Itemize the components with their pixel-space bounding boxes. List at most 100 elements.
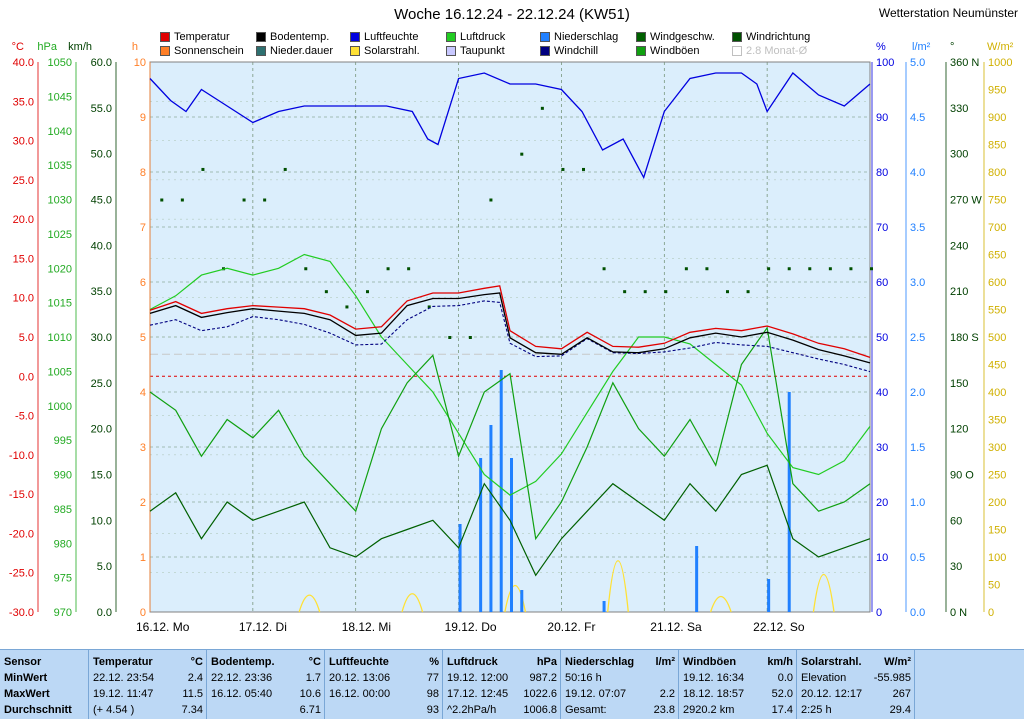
legend-label: Bodentemp. (270, 31, 330, 43)
table-cell: 267 (892, 688, 911, 700)
wind-direction-point (808, 267, 812, 271)
wind-direction-point (242, 198, 246, 202)
axis-tick-solar_wm2: 150 (988, 525, 1006, 537)
axis-unit-pressure_hpa: hPa (37, 41, 57, 53)
axis-tick-precip_lm2: 5.0 (910, 57, 925, 69)
axis-tick-temp_c: 5.0 (19, 332, 34, 344)
axis-tick-wind_kmh: 15.0 (91, 470, 112, 482)
table-cell: 22.12. 23:36 (211, 672, 273, 684)
axis-tick-humidity_pct: 80 (876, 167, 888, 179)
table-cell: 1006.8 (523, 704, 557, 716)
wind-direction-point (366, 290, 369, 294)
table-cell: 19.12. 16:34 (683, 672, 745, 684)
axis-tick-wind_kmh: 35.0 (91, 286, 112, 298)
summary-table: Sensor MinWert MaxWert Durchschnitt Temperat… (0, 649, 1024, 719)
table-row: 19.12. 07:07 2.2 (565, 688, 675, 704)
table-header: Solarstrahl. W/m² (801, 656, 911, 672)
axis-tick-solar_wm2: 800 (988, 167, 1006, 179)
axis-tick-solar_wm2: 750 (988, 195, 1006, 207)
axis-tick-hours_h: 0 (140, 607, 146, 619)
axis-unit-temp_c: °C (12, 41, 24, 53)
table-cell: Temperatur (93, 656, 153, 668)
axis-tick-solar_wm2: 600 (988, 277, 1006, 289)
table-row: 93 (329, 704, 439, 720)
axis-tick-humidity_pct: 10 (876, 552, 888, 564)
station-name: Wetterstation Neumünster (878, 6, 1018, 20)
axis-tick-wind_kmh: 10.0 (91, 515, 112, 527)
axis-tick-pressure_hpa: 1025 (48, 229, 72, 241)
axis-unit-solar_wm2: W/m² (987, 41, 1014, 53)
axis-tick-solar_wm2: 650 (988, 250, 1006, 262)
axis-tick-wind_kmh: 40.0 (91, 240, 112, 252)
precipitation-bar (458, 524, 462, 612)
axis-tick-wind_kmh: 30.0 (91, 332, 112, 344)
axis-tick-temp_c: -30.0 (9, 607, 34, 619)
axis-tick-humidity_pct: 50 (876, 332, 888, 344)
x-tick-label: 22.12. So (753, 620, 805, 634)
table-cell: 20.12. 12:17 (801, 688, 863, 700)
legend-label: Nieder.dauer (270, 45, 333, 57)
legend-item: Luftdruck (446, 31, 505, 43)
table-cell: 1.7 (305, 672, 321, 684)
table-cell: 98 (426, 688, 439, 700)
axis-tick-solar_wm2: 400 (988, 387, 1006, 399)
axis-tick-pressure_hpa: 1035 (48, 160, 72, 172)
wind-direction-point (643, 290, 647, 294)
table-cell: 23.8 (653, 704, 675, 716)
wind-direction-point (726, 290, 729, 294)
table-column: Niederschlag l/m² 50:16 h 19.12. 07:07 2.2 Ge… (560, 650, 679, 719)
precipitation-bar (489, 425, 493, 612)
axis-tick-solar_wm2: 550 (988, 305, 1006, 317)
table-cell: 2.2 (659, 688, 675, 700)
table-row: 6.71 (211, 704, 321, 720)
legend-label: Sonnenschein (174, 45, 244, 57)
x-tick-label: 20.12. Fr (547, 620, 595, 634)
table-cell: MinWert (4, 672, 48, 684)
series-line-windben (149, 326, 871, 541)
legend-swatch (160, 32, 170, 42)
wind-direction-point (684, 267, 688, 271)
table-header: Niederschlag l/m² (565, 656, 675, 672)
legend-item: Bodentemp. (256, 31, 329, 43)
legend-item: Nieder.dauer (256, 45, 333, 57)
x-tick-label: 21.12. Sa (650, 620, 702, 634)
wind-direction-point (787, 267, 791, 271)
axis-tick-temp_c: 20.0 (13, 214, 34, 226)
table-row-label: MaxWert (4, 688, 82, 704)
legend-label: Windböen (650, 45, 700, 57)
table-cell: Niederschlag (565, 656, 635, 668)
x-tick-label: 16.12. Mo (136, 620, 190, 634)
axis-tick-precip_lm2: 3.0 (910, 277, 925, 289)
legend-swatch (446, 46, 456, 56)
wind-direction-point (160, 198, 164, 202)
axis-tick-precip_lm2: 0.0 (910, 607, 925, 619)
axis-tick-wind_dir_deg: 30 (950, 561, 962, 573)
axis-tick-pressure_hpa: 1040 (48, 126, 72, 138)
table-cell: km/h (767, 656, 793, 668)
table-cell: l/m² (655, 656, 675, 668)
axis-tick-wind_dir_deg: 270 W (950, 195, 982, 207)
axis-unit-wind_kmh: km/h (68, 41, 92, 53)
wind-direction-point (386, 267, 390, 271)
precipitation-bar (767, 579, 771, 612)
wind-direction-point (602, 267, 606, 271)
table-cell: 20.12. 13:06 (329, 672, 391, 684)
legend-swatch (446, 32, 456, 42)
legend-label: Solarstrahl. (364, 45, 420, 57)
axis-tick-wind_dir_deg: 120 (950, 424, 968, 436)
axis-tick-pressure_hpa: 975 (54, 573, 72, 585)
axis-tick-hours_h: 6 (140, 277, 146, 289)
wind-direction-point (664, 290, 668, 294)
table-column: Temperatur °C 22.12. 23:54 2.4 19.12. 11:47 1… (88, 650, 207, 719)
axis-tick-pressure_hpa: 990 (54, 470, 72, 482)
table-header: Luftdruck hPa (447, 656, 557, 672)
legend-swatch (256, 46, 266, 56)
table-row: 17.12. 12:45 1022.6 (447, 688, 557, 704)
axis-tick-precip_lm2: 2.0 (910, 387, 925, 399)
wind-direction-point (324, 290, 328, 294)
legend-item: Sonnenschein (160, 45, 244, 57)
axis-tick-solar_wm2: 200 (988, 497, 1006, 509)
axis-tick-wind_kmh: 20.0 (91, 424, 112, 436)
axis-tick-humidity_pct: 70 (876, 222, 888, 234)
axis-tick-solar_wm2: 1000 (988, 57, 1012, 69)
